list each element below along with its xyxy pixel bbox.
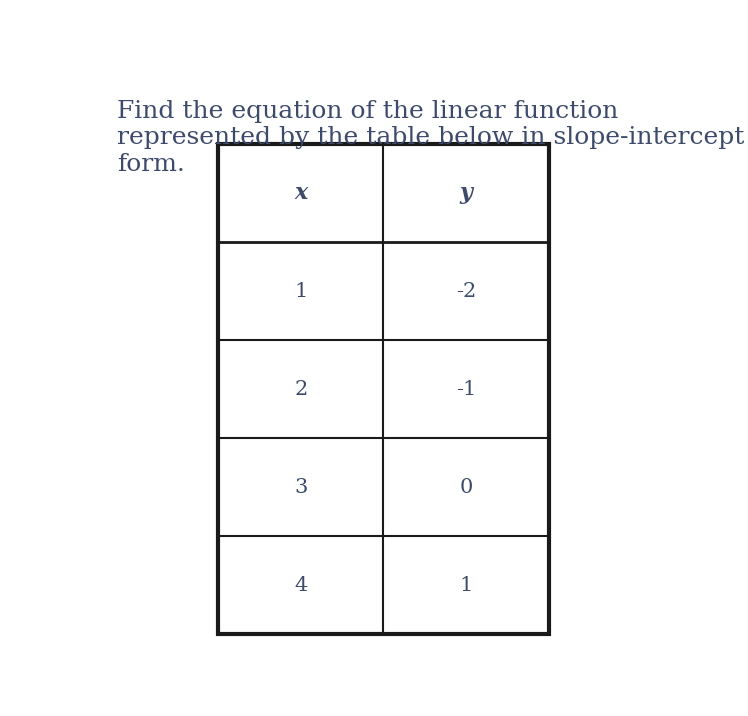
Text: Find the equation of the linear function: Find the equation of the linear function xyxy=(117,100,618,122)
Text: 4: 4 xyxy=(294,576,307,595)
Text: 3: 3 xyxy=(294,478,307,497)
Text: y: y xyxy=(459,182,473,204)
Text: form.: form. xyxy=(117,153,185,175)
Text: -2: -2 xyxy=(456,281,476,301)
Text: 1: 1 xyxy=(294,281,307,301)
Text: 1: 1 xyxy=(459,576,473,595)
Text: x: x xyxy=(294,182,307,204)
Text: represented by the table below in slope-intercept: represented by the table below in slope-… xyxy=(117,126,744,149)
Text: 2: 2 xyxy=(294,379,307,399)
Text: 0: 0 xyxy=(459,478,473,497)
Text: -1: -1 xyxy=(456,379,476,399)
Bar xyxy=(218,144,548,634)
